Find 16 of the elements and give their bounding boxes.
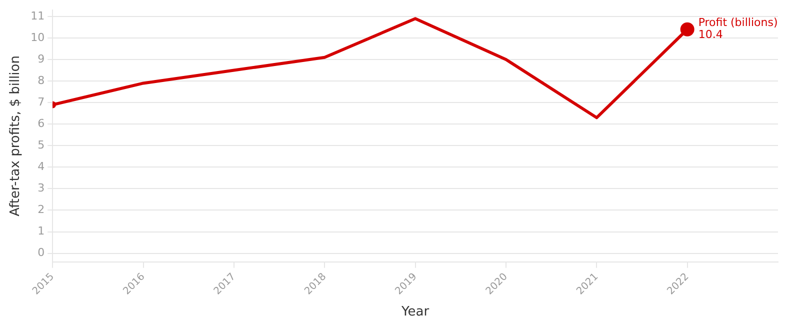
series-label: Profit (billions) xyxy=(698,16,778,30)
y-tick-label: 2 xyxy=(38,203,45,216)
y-tick-label: 1 xyxy=(38,224,45,238)
x-axis-title: Year xyxy=(400,304,430,320)
y-tick-label: 7 xyxy=(38,95,45,108)
y-tick-label: 3 xyxy=(38,182,45,195)
y-tick-label: 6 xyxy=(38,116,45,130)
y-tick-label: 5 xyxy=(38,138,45,152)
y-tick-label: 9 xyxy=(38,52,45,66)
y-tick-label: 4 xyxy=(38,160,45,174)
y-tick-label: 10 xyxy=(30,30,45,44)
y-tick-label: 0 xyxy=(38,246,45,260)
y-tick-label: 11 xyxy=(30,9,45,22)
y-tick-label: 8 xyxy=(38,74,45,87)
data-label: 10.4 xyxy=(698,28,723,42)
y-axis-title: After-tax profits, $ billion xyxy=(8,56,24,216)
